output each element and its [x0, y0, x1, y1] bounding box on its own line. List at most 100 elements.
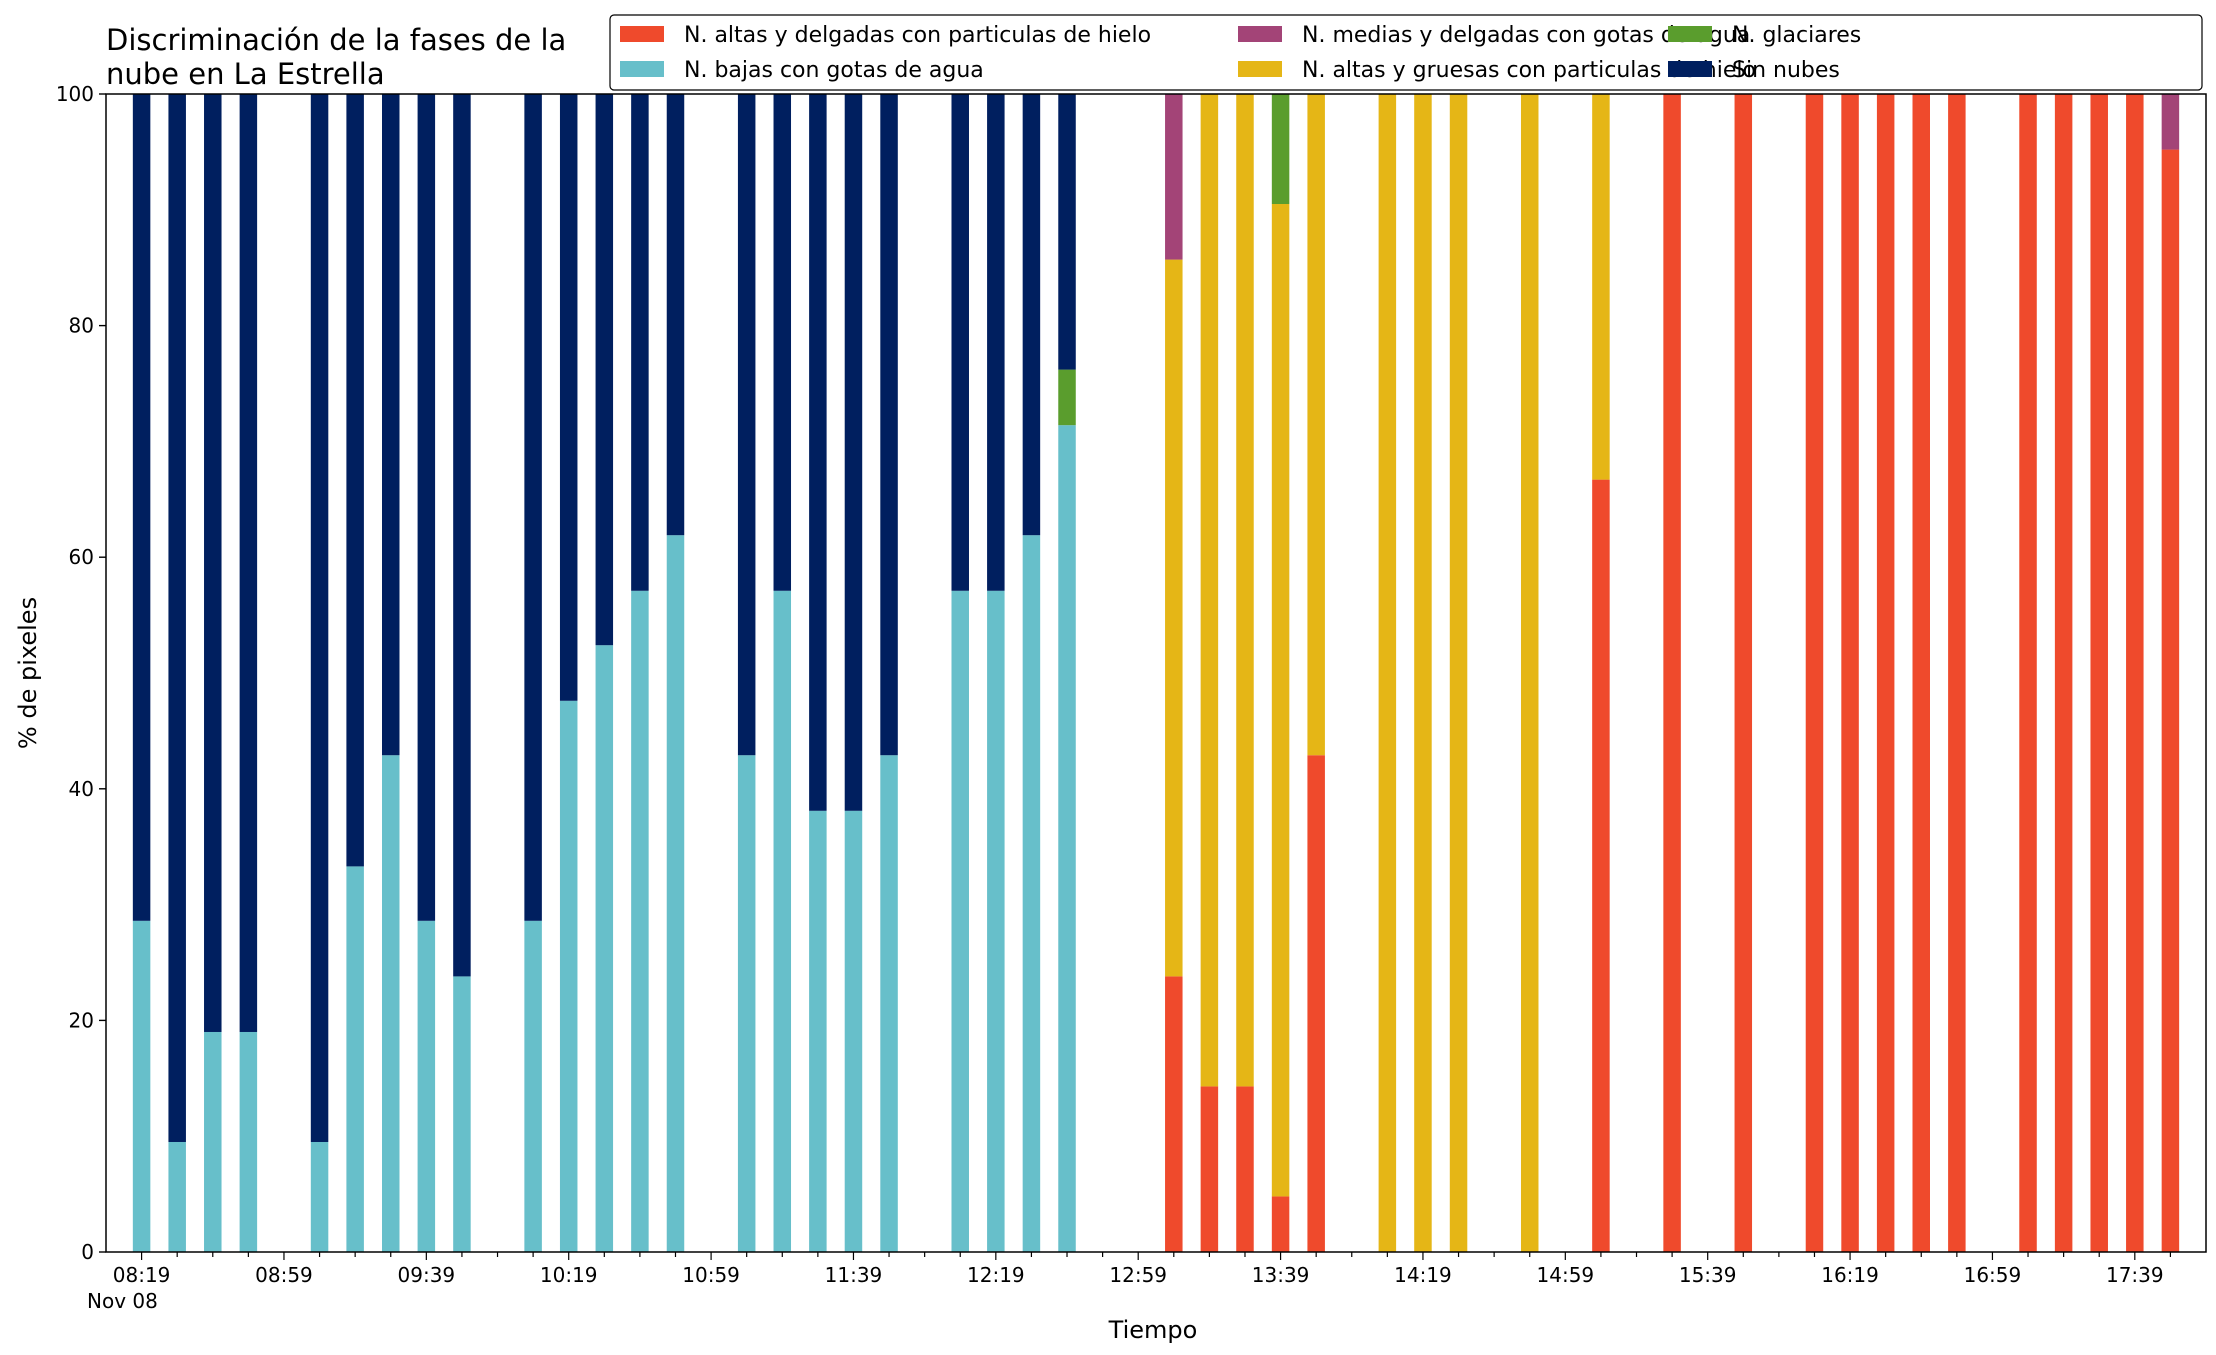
- legend: N. altas y delgadas con particulas de hi…: [609, 14, 2203, 91]
- bar-segment-hielo_gruesas: [1200, 94, 1219, 1087]
- x-tick-label: 08:59: [255, 1263, 313, 1287]
- bar-segment-gotas_bajas: [1058, 425, 1076, 1252]
- bar-segment-sin_nubes: [524, 94, 542, 921]
- x-tick-label: 14:19: [1394, 1263, 1452, 1287]
- bar-segment-gotas_bajas: [809, 810, 827, 1252]
- legend-label-sin_nubes: Sin nubes: [1732, 58, 1840, 83]
- bar-segment-hielo_delgadas: [1663, 94, 1681, 1252]
- bar-segment-hielo_gruesas: [1165, 259, 1183, 977]
- y-axis-label: % de pixeles: [14, 597, 42, 749]
- y-tick-label: 0: [81, 1240, 94, 1264]
- legend-swatch-gotas_medias: [1238, 26, 1282, 42]
- x-tick-label: 16:59: [1964, 1263, 2022, 1287]
- bar-segment-gotas_bajas: [737, 755, 756, 1252]
- bar-segment-gotas_bajas: [239, 1031, 258, 1252]
- bar-segment-sin_nubes: [595, 94, 614, 646]
- bar-segment-sin_nubes: [809, 94, 827, 811]
- legend-label-glaciares: N. glaciares: [1732, 23, 1861, 48]
- legend-label-gotas_bajas: N. bajas con gotas de agua: [684, 58, 984, 83]
- bar-segment-sin_nubes: [631, 94, 649, 591]
- y-tick-label: 40: [69, 777, 94, 801]
- bar-segment-gotas_medias: [1165, 94, 1183, 260]
- bar-segment-sin_nubes: [737, 94, 756, 756]
- bar-segment-sin_nubes: [168, 94, 186, 1142]
- bar-segment-hielo_delgadas: [1841, 94, 1859, 1252]
- x-tick-label: 10:59: [682, 1263, 740, 1287]
- x-tick-label: 09:39: [398, 1263, 456, 1287]
- bar-segment-hielo_delgadas: [1912, 94, 1930, 1252]
- bar-segment-hielo_delgadas: [1948, 94, 1966, 1252]
- bar-segment-gotas_bajas: [1022, 535, 1041, 1252]
- bar-segment-hielo_delgadas: [1876, 94, 1895, 1252]
- bar-segment-hielo_delgadas: [1165, 976, 1183, 1252]
- x-tick-label: 12:19: [967, 1263, 1025, 1287]
- bar-segment-gotas_bajas: [204, 1031, 222, 1252]
- bar-segment-sin_nubes: [382, 94, 400, 756]
- x-tick-label: 13:39: [1252, 1263, 1310, 1287]
- x-tick-label: 10:19: [540, 1263, 598, 1287]
- bar-segment-gotas_bajas: [382, 755, 400, 1252]
- legend-swatch-glaciares: [1668, 26, 1712, 42]
- x-axis: 08:19 08:59 09:39 10:19 10:59 11:39 12:19 12:59…: [113, 1252, 2172, 1287]
- bar-segment-hielo_delgadas: [2054, 94, 2073, 1252]
- chart-title-line-1: Discriminación de la fases de la: [106, 23, 566, 57]
- bar-segment-gotas_bajas: [987, 590, 1005, 1252]
- plot-frame: [105, 93, 2207, 1253]
- bar-segment-sin_nubes: [951, 94, 969, 591]
- legend-box: [609, 14, 2203, 91]
- y-axis: 0 20 40 60 80 100: [56, 82, 106, 1264]
- bar-segment-hielo_delgadas: [1200, 1086, 1219, 1252]
- x-tick-label: 12:59: [1109, 1263, 1167, 1287]
- bar-segment-sin_nubes: [880, 94, 898, 756]
- legend-swatch-gotas_bajas: [620, 61, 664, 77]
- bar-segment-gotas_bajas: [880, 755, 898, 1252]
- bar-segment-gotas_bajas: [666, 535, 685, 1252]
- bar-segment-gotas_bajas: [844, 810, 863, 1252]
- bar-segment-gotas_bajas: [346, 866, 364, 1252]
- bar-segment-hielo_delgadas: [1805, 94, 1824, 1252]
- bar-segment-hielo_gruesas: [1378, 94, 1397, 1252]
- bar-segment-hielo_delgadas: [2019, 94, 2037, 1252]
- x-axis-label: Tiempo: [1108, 1316, 1198, 1344]
- bar-segment-sin_nubes: [559, 94, 578, 701]
- bar-segment-gotas_bajas: [631, 590, 649, 1252]
- bar-segment-gotas_bajas: [559, 700, 578, 1252]
- bar-segment-hielo_gruesas: [1271, 204, 1290, 1197]
- bar-segment-gotas_bajas: [132, 920, 151, 1252]
- bar-segment-gotas_bajas: [595, 645, 614, 1252]
- bar-segment-hielo_gruesas: [1236, 94, 1254, 1087]
- bar-segment-gotas_bajas: [168, 1141, 186, 1252]
- bar-segment-hielo_delgadas: [2090, 94, 2108, 1252]
- bar-segment-sin_nubes: [773, 94, 792, 591]
- x-tick-label: 08:19: [113, 1263, 171, 1287]
- x-date-label: Nov 08: [87, 1289, 158, 1313]
- bar-segment-hielo_delgadas: [1236, 1086, 1254, 1252]
- bar-segment-sin_nubes: [310, 94, 329, 1142]
- chart-title: Discriminación de la fases de la nube en…: [106, 23, 566, 91]
- bar-segment-hielo_delgadas: [1734, 94, 1753, 1252]
- bar-segment-sin_nubes: [844, 94, 863, 811]
- x-tick-label: 11:39: [825, 1263, 883, 1287]
- bar-segment-sin_nubes: [1058, 94, 1076, 370]
- x-tick-label: 17:39: [2106, 1263, 2164, 1287]
- bar-segment-sin_nubes: [1022, 94, 1041, 536]
- bar-segment-sin_nubes: [666, 94, 685, 536]
- bar-segment-sin_nubes: [132, 94, 151, 921]
- bar-segment-hielo_gruesas: [1520, 94, 1539, 1252]
- bar-segment-hielo_delgadas: [1592, 479, 1610, 1252]
- bar-segment-hielo_delgadas: [2126, 94, 2144, 1252]
- legend-swatch-sin_nubes: [1668, 61, 1712, 77]
- bar-segment-sin_nubes: [453, 94, 471, 977]
- y-tick-label: 20: [69, 1008, 94, 1032]
- x-tick-label: 15:39: [1679, 1263, 1737, 1287]
- x-tick-label: 16:19: [1821, 1263, 1879, 1287]
- bar-segment-sin_nubes: [239, 94, 258, 1032]
- bar-segment-hielo_gruesas: [1449, 94, 1468, 1252]
- chart-title-line-2: nube en La Estrella: [106, 57, 385, 91]
- bar-segment-hielo_gruesas: [1592, 94, 1610, 480]
- x-tick-label: 14:59: [1537, 1263, 1595, 1287]
- bar-segment-gotas_bajas: [773, 590, 792, 1252]
- bar-segment-glaciares: [1058, 369, 1076, 426]
- plot-area: [132, 94, 2180, 1253]
- legend-label-hielo_delgadas: N. altas y delgadas con particulas de hi…: [684, 23, 1151, 48]
